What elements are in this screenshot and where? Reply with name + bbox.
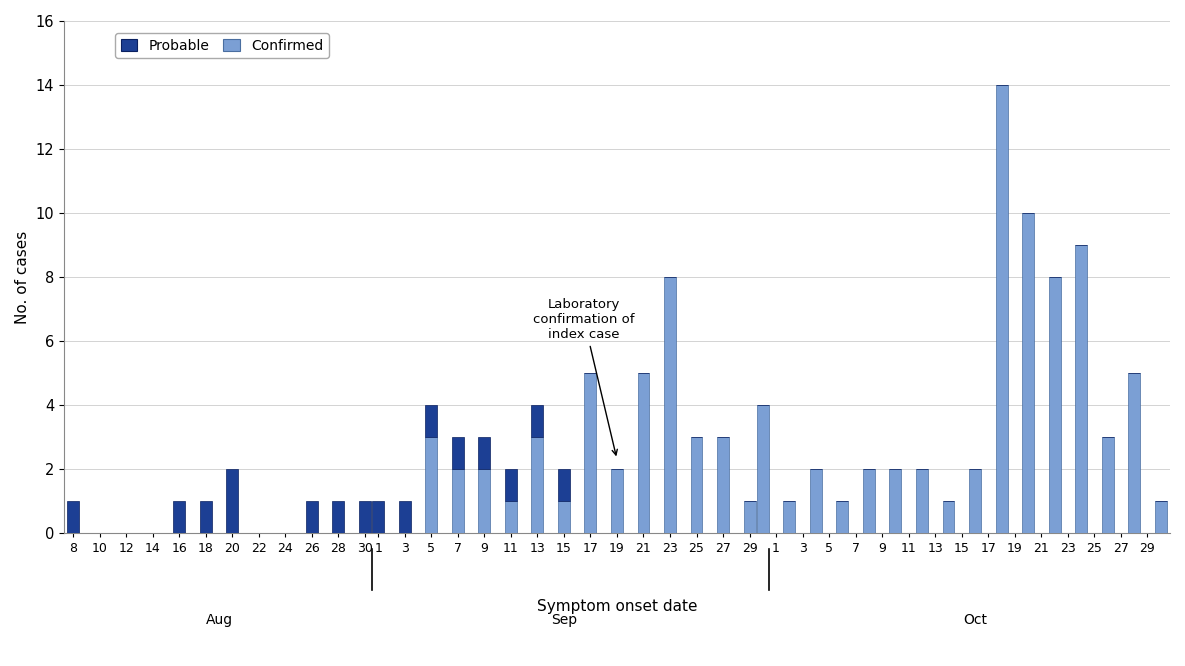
- Bar: [306, 501, 318, 533]
- Bar: [558, 501, 570, 533]
- Text: Laboratory
confirmation of
index case: Laboratory confirmation of index case: [533, 298, 634, 455]
- Bar: [451, 469, 463, 533]
- Bar: [969, 469, 981, 533]
- Bar: [531, 405, 544, 437]
- Bar: [200, 501, 212, 533]
- Bar: [584, 373, 596, 533]
- Bar: [1102, 437, 1114, 533]
- Bar: [664, 277, 675, 533]
- Bar: [68, 501, 79, 533]
- Bar: [783, 501, 795, 533]
- Bar: [1049, 277, 1061, 533]
- Bar: [1154, 501, 1167, 533]
- Bar: [479, 437, 491, 469]
- Bar: [531, 437, 544, 533]
- Bar: [638, 373, 649, 533]
- Bar: [1075, 245, 1087, 533]
- Bar: [916, 469, 928, 533]
- Legend: Probable, Confirmed: Probable, Confirmed: [115, 33, 328, 58]
- Text: Oct: Oct: [963, 613, 987, 627]
- Bar: [425, 405, 437, 437]
- Bar: [226, 469, 238, 533]
- Bar: [757, 405, 769, 533]
- Text: Sep: Sep: [551, 613, 577, 627]
- Bar: [505, 501, 517, 533]
- Bar: [837, 501, 848, 533]
- Bar: [558, 469, 570, 501]
- Bar: [717, 437, 729, 533]
- Bar: [942, 501, 954, 533]
- Text: Aug: Aug: [205, 613, 232, 627]
- Bar: [691, 437, 703, 533]
- Bar: [372, 501, 384, 533]
- Bar: [399, 501, 411, 533]
- Bar: [611, 469, 623, 533]
- Bar: [359, 501, 371, 533]
- Bar: [995, 85, 1007, 533]
- Bar: [1023, 213, 1035, 533]
- Bar: [505, 469, 517, 501]
- Bar: [1128, 373, 1140, 533]
- Bar: [173, 501, 185, 533]
- Bar: [744, 501, 756, 533]
- Bar: [425, 437, 437, 533]
- Bar: [809, 469, 822, 533]
- Bar: [479, 469, 491, 533]
- X-axis label: Symptom onset date: Symptom onset date: [537, 599, 697, 614]
- Bar: [863, 469, 875, 533]
- Bar: [451, 437, 463, 469]
- Bar: [890, 469, 902, 533]
- Y-axis label: No. of cases: No. of cases: [15, 230, 30, 324]
- Bar: [333, 501, 345, 533]
